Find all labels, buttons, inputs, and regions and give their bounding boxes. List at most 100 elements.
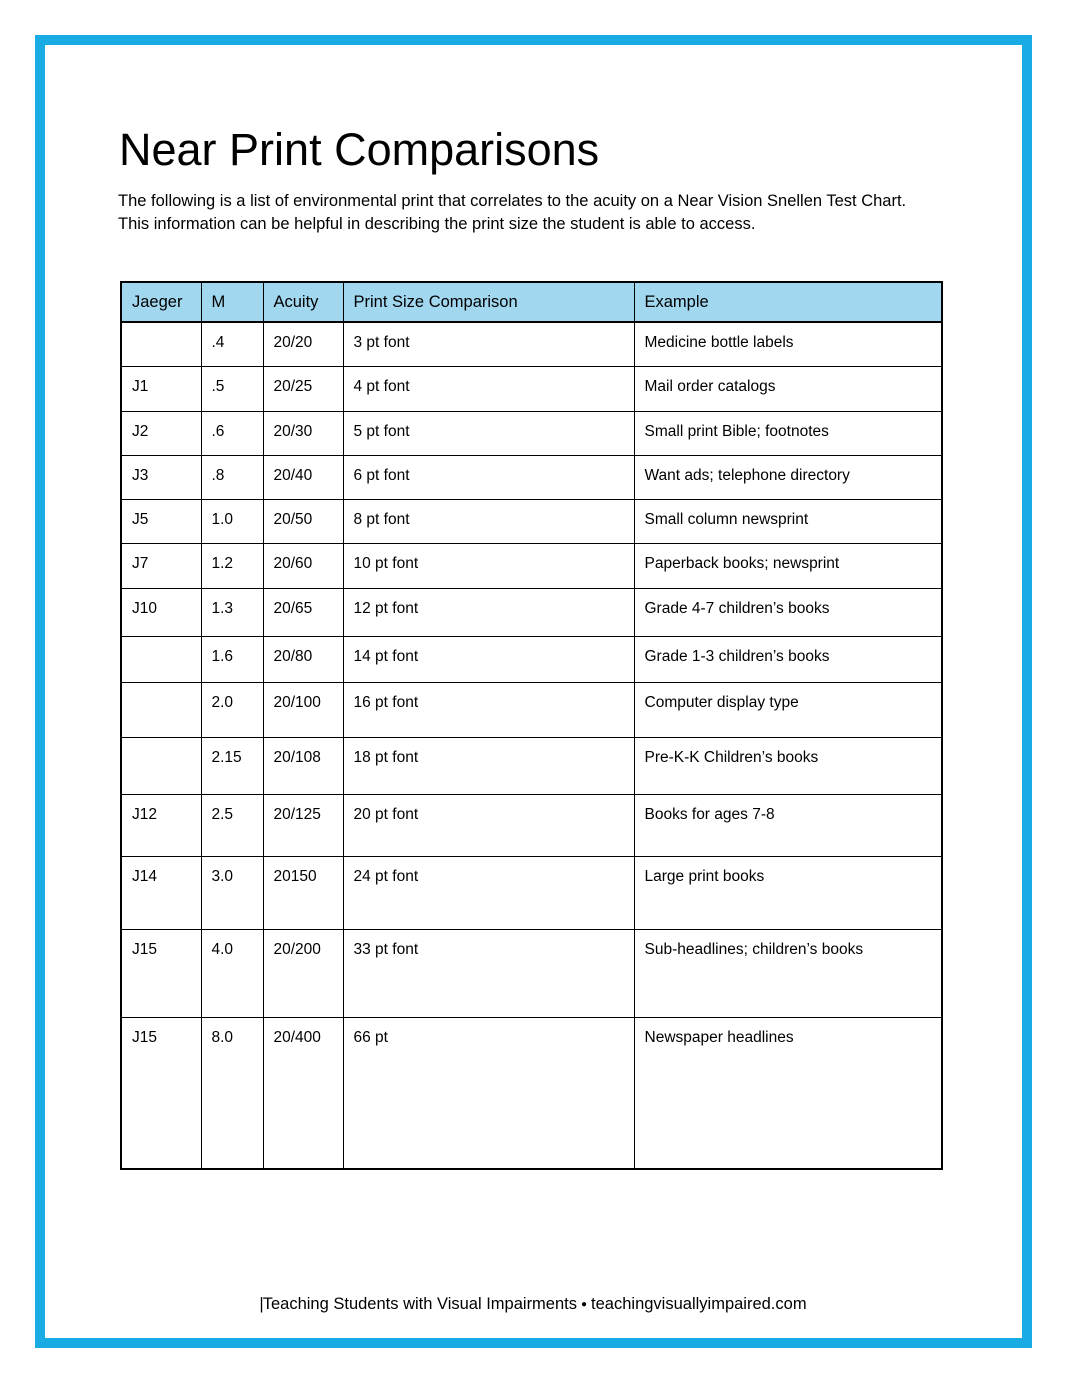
cell-acuity: 20/65 (262, 587, 344, 637)
cell-acuity: 20/108 (262, 736, 344, 795)
cell-m: .4 (200, 321, 264, 367)
cell-jaeger: J12 (120, 793, 202, 857)
page-title: Near Print Comparisons (119, 124, 600, 175)
table-row: J5 1.0 20/50 8 pt font Small column news… (120, 498, 943, 544)
cell-m: 2.0 (200, 681, 264, 738)
table-row: J2 .6 20/30 5 pt font Small print Bible;… (120, 410, 943, 456)
table-header-row: Jaeger M Acuity Print Size Comparison Ex… (120, 281, 943, 323)
cell-jaeger: J10 (120, 587, 202, 637)
cell-print-size: 12 pt font (342, 587, 635, 637)
col-header-print-size: Print Size Comparison (342, 281, 635, 323)
cell-m: 1.6 (200, 635, 264, 683)
cell-m: .6 (200, 410, 264, 456)
cell-example: Sub-headlines; children’s books (633, 928, 943, 1018)
cell-m: 1.3 (200, 587, 264, 637)
table-row: J7 1.2 20/60 10 pt font Paperback books;… (120, 542, 943, 589)
footer-url: teachingvisuallyimpaired.com (591, 1295, 807, 1313)
bullet-separator: ● (581, 1299, 588, 1310)
cell-acuity: 20/50 (262, 498, 344, 544)
table-row: J12 2.5 20/125 20 pt font Books for ages… (120, 793, 943, 857)
cell-jaeger (120, 736, 202, 795)
cell-acuity: 20150 (262, 855, 344, 930)
cell-jaeger: J2 (120, 410, 202, 456)
cell-example: Grade 4-7 children’s books (633, 587, 943, 637)
cell-print-size: 8 pt font (342, 498, 635, 544)
cell-print-size: 14 pt font (342, 635, 635, 683)
cell-acuity: 20/25 (262, 365, 344, 412)
table-row: J15 8.0 20/400 66 pt Newspaper headlines (120, 1016, 943, 1170)
cell-example: Paperback books; newsprint (633, 542, 943, 589)
cell-acuity: 20/125 (262, 793, 344, 857)
cell-m: 3.0 (200, 855, 264, 930)
table-row: .4 20/20 3 pt font Medicine bottle label… (120, 321, 943, 367)
cell-print-size: 20 pt font (342, 793, 635, 857)
cell-jaeger: J5 (120, 498, 202, 544)
cell-example: Mail order catalogs (633, 365, 943, 412)
cell-acuity: 20/100 (262, 681, 344, 738)
cell-m: 4.0 (200, 928, 264, 1018)
cell-jaeger (120, 321, 202, 367)
cell-example: Small print Bible; footnotes (633, 410, 943, 456)
cell-m: 2.15 (200, 736, 264, 795)
cell-example: Computer display type (633, 681, 943, 738)
print-comparison-table: Jaeger M Acuity Print Size Comparison Ex… (120, 281, 943, 1170)
cell-jaeger: J3 (120, 454, 202, 500)
cell-example: Grade 1-3 children’s books (633, 635, 943, 683)
cell-jaeger: J1 (120, 365, 202, 412)
footer: |Teaching Students with Visual Impairmen… (0, 1295, 1066, 1314)
cell-example: Pre-K-K Children’s books (633, 736, 943, 795)
cell-acuity: 20/80 (262, 635, 344, 683)
decorative-border (35, 35, 1032, 1348)
table-row: 2.0 20/100 16 pt font Computer display t… (120, 681, 943, 738)
col-header-m: M (200, 281, 264, 323)
table-row: J15 4.0 20/200 33 pt font Sub-headlines;… (120, 928, 943, 1018)
table-row: J3 .8 20/40 6 pt font Want ads; telephon… (120, 454, 943, 500)
cell-acuity: 20/60 (262, 542, 344, 589)
intro-paragraph: The following is a list of environmental… (118, 192, 907, 233)
cell-acuity: 20/30 (262, 410, 344, 456)
cell-print-size: 4 pt font (342, 365, 635, 412)
cell-jaeger (120, 681, 202, 738)
cell-example: Large print books (633, 855, 943, 930)
col-header-acuity: Acuity (262, 281, 344, 323)
cell-print-size: 5 pt font (342, 410, 635, 456)
cell-example: Small column newsprint (633, 498, 943, 544)
col-header-jaeger: Jaeger (120, 281, 202, 323)
cell-jaeger: J14 (120, 855, 202, 930)
cell-m: 1.0 (200, 498, 264, 544)
cell-print-size: 3 pt font (342, 321, 635, 367)
cell-acuity: 20/400 (262, 1016, 344, 1170)
cell-print-size: 18 pt font (342, 736, 635, 795)
cell-m: 2.5 (200, 793, 264, 857)
cell-acuity: 20/40 (262, 454, 344, 500)
col-header-example: Example (633, 281, 943, 323)
text-cursor: | (259, 1295, 264, 1313)
cell-m: .8 (200, 454, 264, 500)
table-row: 1.6 20/80 14 pt font Grade 1-3 children’… (120, 635, 943, 683)
cell-m: 1.2 (200, 542, 264, 589)
cell-jaeger: J15 (120, 1016, 202, 1170)
cell-print-size: 16 pt font (342, 681, 635, 738)
cell-m: .5 (200, 365, 264, 412)
cell-acuity: 20/20 (262, 321, 344, 367)
cell-print-size: 66 pt (342, 1016, 635, 1170)
cell-jaeger: J15 (120, 928, 202, 1018)
footer-site-name: Teaching Students with Visual Impairment… (262, 1295, 577, 1313)
table-row: 2.15 20/108 18 pt font Pre-K-K Children’… (120, 736, 943, 795)
cell-print-size: 6 pt font (342, 454, 635, 500)
cell-example: Want ads; telephone directory (633, 454, 943, 500)
cell-m: 8.0 (200, 1016, 264, 1170)
table-row: J10 1.3 20/65 12 pt font Grade 4-7 child… (120, 587, 943, 637)
cell-jaeger: J7 (120, 542, 202, 589)
cell-example: Books for ages 7-8 (633, 793, 943, 857)
cell-example: Newspaper headlines (633, 1016, 943, 1170)
cell-print-size: 33 pt font (342, 928, 635, 1018)
table-row: J14 3.0 20150 24 pt font Large print boo… (120, 855, 943, 930)
cell-acuity: 20/200 (262, 928, 344, 1018)
cell-print-size: 24 pt font (342, 855, 635, 930)
cell-example: Medicine bottle labels (633, 321, 943, 367)
table-row: J1 .5 20/25 4 pt font Mail order catalog… (120, 365, 943, 412)
cell-print-size: 10 pt font (342, 542, 635, 589)
cell-jaeger (120, 635, 202, 683)
